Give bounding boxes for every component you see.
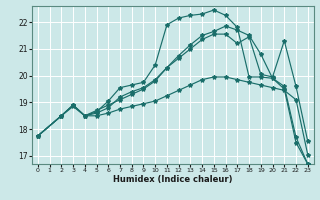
X-axis label: Humidex (Indice chaleur): Humidex (Indice chaleur) — [113, 175, 233, 184]
